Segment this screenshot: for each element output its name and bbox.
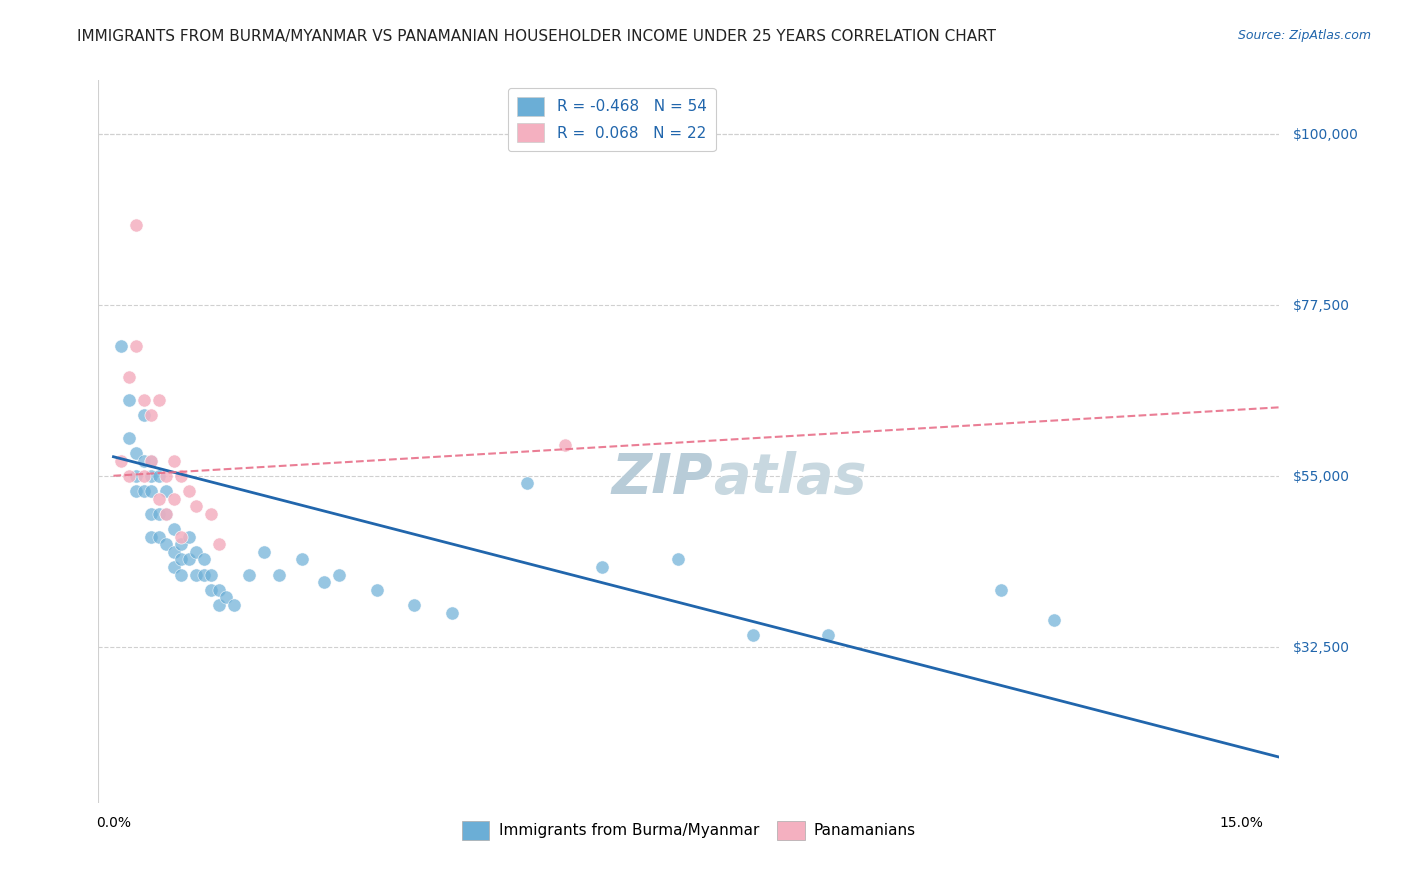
Point — [170, 567, 193, 582]
Point — [193, 552, 215, 566]
Point — [200, 507, 222, 521]
Point — [290, 552, 312, 566]
Point — [117, 392, 139, 407]
Point — [148, 392, 170, 407]
Point — [148, 468, 170, 483]
Point — [208, 537, 231, 551]
Point — [132, 483, 155, 498]
Point — [155, 507, 177, 521]
Point — [238, 567, 260, 582]
Point — [139, 483, 162, 498]
Point — [110, 339, 132, 353]
Text: ZIP: ZIP — [612, 450, 713, 505]
Point — [163, 522, 186, 536]
Point — [554, 438, 576, 452]
Point — [117, 468, 139, 483]
Point — [366, 582, 388, 597]
Point — [155, 483, 177, 498]
Point — [170, 468, 193, 483]
Point — [155, 468, 177, 483]
Point — [215, 591, 238, 605]
Point — [163, 453, 186, 467]
Point — [132, 408, 155, 422]
Point — [516, 476, 538, 491]
Point — [208, 598, 231, 612]
Point — [139, 507, 162, 521]
Point — [170, 537, 193, 551]
Point — [125, 218, 148, 232]
Point — [125, 468, 148, 483]
Point — [186, 545, 208, 559]
Point — [125, 446, 148, 460]
Point — [208, 582, 231, 597]
Point — [117, 431, 139, 445]
Point — [177, 530, 200, 544]
Point — [132, 468, 155, 483]
Point — [163, 560, 186, 574]
Point — [125, 483, 148, 498]
Point — [186, 567, 208, 582]
Point — [148, 530, 170, 544]
Point — [267, 567, 290, 582]
Point — [328, 567, 350, 582]
Point — [817, 628, 839, 642]
Point — [139, 453, 162, 467]
Point — [177, 552, 200, 566]
Point — [440, 606, 463, 620]
Point — [591, 560, 613, 574]
Point — [163, 545, 186, 559]
Text: atlas: atlas — [713, 450, 866, 505]
Point — [148, 507, 170, 521]
Point — [177, 483, 200, 498]
Point — [200, 582, 222, 597]
Text: IMMIGRANTS FROM BURMA/MYANMAR VS PANAMANIAN HOUSEHOLDER INCOME UNDER 25 YEARS CO: IMMIGRANTS FROM BURMA/MYANMAR VS PANAMAN… — [77, 29, 997, 44]
Point — [666, 552, 689, 566]
Point — [110, 453, 132, 467]
Point — [139, 530, 162, 544]
Point — [139, 453, 162, 467]
Point — [139, 408, 162, 422]
Point — [125, 339, 148, 353]
Point — [155, 537, 177, 551]
Point — [139, 468, 162, 483]
Text: Source: ZipAtlas.com: Source: ZipAtlas.com — [1237, 29, 1371, 42]
Point — [170, 530, 193, 544]
Point — [990, 582, 1012, 597]
Point — [132, 392, 155, 407]
Point — [200, 567, 222, 582]
Point — [741, 628, 763, 642]
Point — [186, 499, 208, 513]
Point — [253, 545, 276, 559]
Point — [170, 552, 193, 566]
Point — [193, 567, 215, 582]
Legend: Immigrants from Burma/Myanmar, Panamanians: Immigrants from Burma/Myanmar, Panamania… — [456, 815, 922, 846]
Point — [132, 453, 155, 467]
Point — [404, 598, 426, 612]
Point — [1042, 613, 1064, 627]
Point — [222, 598, 245, 612]
Point — [314, 575, 336, 590]
Point — [148, 491, 170, 506]
Point — [163, 491, 186, 506]
Point — [155, 507, 177, 521]
Point — [117, 370, 139, 384]
